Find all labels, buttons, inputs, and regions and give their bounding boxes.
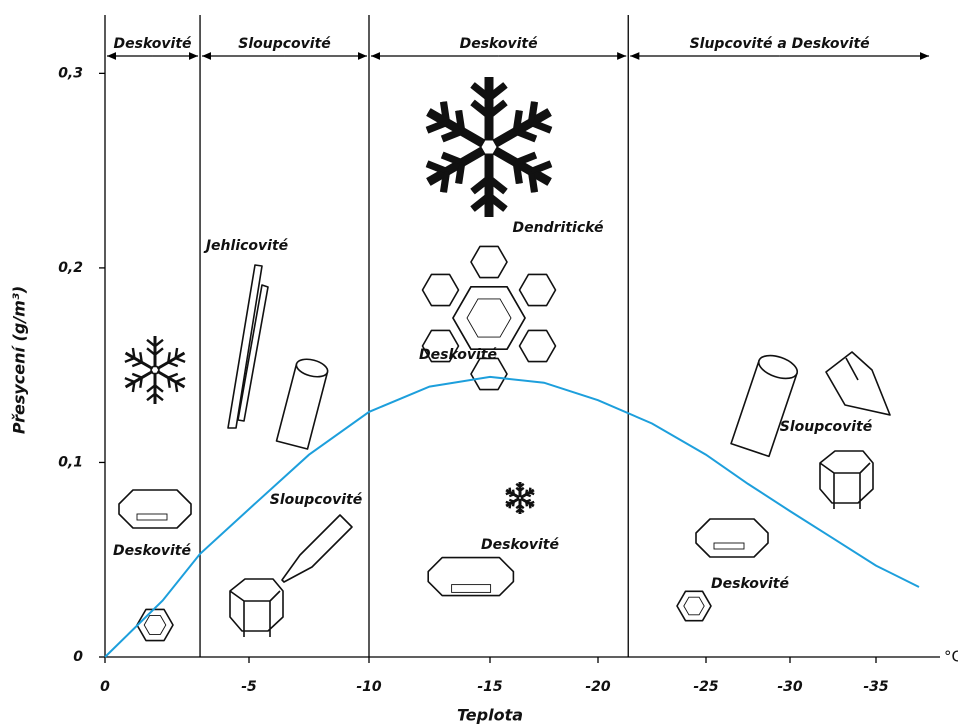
- x-tick-label: -25: [693, 679, 719, 695]
- y-tick-label: 0,3: [58, 65, 83, 81]
- flake-branch: [506, 492, 510, 494]
- flake-branch: [509, 500, 513, 502]
- flake-branch: [125, 358, 134, 362]
- pencil: [282, 515, 352, 582]
- plate-lobe: [471, 246, 507, 277]
- plate-lobe: [520, 330, 556, 361]
- plate-lobe: [520, 274, 556, 305]
- region-label: Deskovité: [114, 36, 192, 52]
- flake-branch: [510, 504, 511, 509]
- flake-branch: [530, 502, 534, 504]
- flake-branch: [443, 102, 446, 123]
- flake-branch: [506, 502, 510, 504]
- plate: [137, 609, 173, 640]
- plate: [453, 287, 525, 349]
- flake-branch: [168, 352, 169, 362]
- crystal-label: Sloupcovité: [780, 419, 873, 435]
- flake-branch: [509, 494, 513, 496]
- flake-branch: [513, 502, 514, 507]
- x-tick-label: -35: [863, 679, 889, 695]
- x-unit: °C: [944, 648, 958, 666]
- bullet: [826, 352, 890, 415]
- flake-branch: [140, 352, 141, 362]
- flake-branch: [176, 378, 185, 382]
- flake-branch: [459, 110, 462, 131]
- plate-lobe: [423, 274, 459, 305]
- plate-lobe: [471, 358, 507, 389]
- flake-branch: [168, 374, 177, 378]
- crystal-label: Jehlicovité: [203, 238, 289, 254]
- y-tick-label: 0,2: [58, 260, 83, 276]
- crystal-label: Deskovité: [711, 576, 789, 592]
- tablet: [696, 519, 768, 557]
- flake-branch: [443, 172, 446, 193]
- x-tick-label: -10: [356, 679, 382, 695]
- flake-center: [518, 496, 522, 499]
- flake-branch: [176, 348, 177, 358]
- flake-branch: [125, 378, 134, 382]
- flake-branch: [531, 102, 534, 123]
- prism: [230, 579, 283, 637]
- flake-branch: [531, 172, 534, 193]
- chart: Teplota °C Přesycení (g/m³) 0 -5 -10 -15 -20…: [0, 0, 958, 728]
- flake-center: [481, 140, 498, 155]
- x-axis-label: Teplota: [457, 706, 523, 725]
- x-tick-label: -20: [585, 679, 611, 695]
- x-tick-label: -5: [241, 679, 257, 695]
- flake-branch: [132, 362, 141, 366]
- y-tick-label: 0: [73, 649, 83, 665]
- plate: [677, 591, 711, 620]
- x-tick-label: -15: [477, 679, 503, 695]
- y-tick-label: 0,1: [58, 454, 83, 470]
- flake-center: [151, 367, 159, 374]
- crystal-label: Deskovité: [113, 543, 191, 559]
- crystal-illustrations: [119, 77, 890, 641]
- prism: [820, 451, 873, 509]
- flake-branch: [176, 358, 185, 362]
- flake-branch: [133, 348, 134, 358]
- flake-branch: [459, 163, 462, 184]
- tablet: [428, 558, 513, 596]
- flake-branch: [168, 362, 177, 366]
- flake-branch: [530, 488, 531, 493]
- region-label: Sloupcovité: [238, 36, 331, 52]
- flake-branch: [530, 492, 534, 494]
- x-tick-label: 0: [100, 679, 110, 695]
- crystal-label: Deskovité: [481, 537, 559, 553]
- y-axis-label: Přesycení (g/m³): [10, 286, 29, 434]
- flake-branch: [526, 494, 530, 496]
- flake-branch: [526, 500, 530, 502]
- flake-branch: [516, 163, 519, 184]
- flake-branch: [176, 382, 177, 392]
- region-label: Slupcovité a Deskovité: [690, 36, 871, 52]
- crystal-label: Sloupcovité: [270, 492, 363, 508]
- flake-branch: [140, 378, 141, 388]
- x-tick-label: -30: [777, 679, 803, 695]
- region-label: Deskovité: [460, 36, 538, 52]
- flake-branch: [132, 374, 141, 378]
- flake-branch: [133, 382, 134, 392]
- crystal-label: Deskovité: [419, 347, 497, 363]
- flake-branch: [526, 490, 527, 495]
- flake-branch: [516, 110, 519, 131]
- tablet: [119, 490, 191, 528]
- crystal-label: Dendritické: [513, 220, 604, 236]
- flake-branch: [168, 378, 169, 388]
